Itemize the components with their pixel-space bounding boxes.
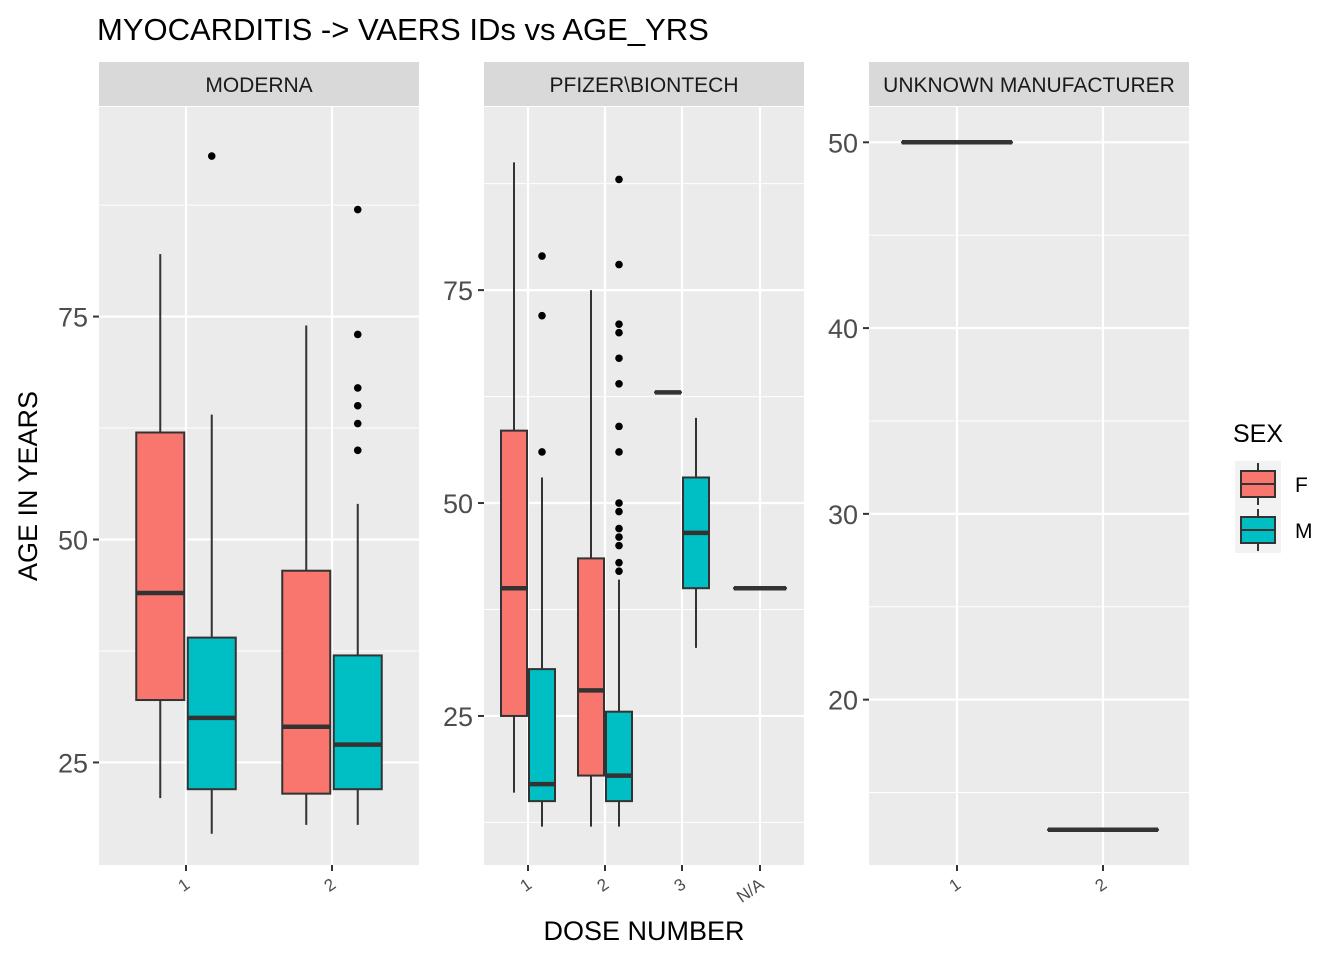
outlier-point: [615, 175, 623, 184]
box-iqr: [605, 710, 633, 803]
x-tick-label: 2: [1092, 875, 1111, 896]
outlier-point: [353, 384, 362, 392]
outlier-point: [615, 422, 623, 431]
box-F: [577, 290, 605, 827]
chart-title: MYOCARDITIS -> VAERS IDs vs AGE_YRS: [97, 12, 709, 47]
x-tick-label: 1: [946, 875, 965, 896]
facet-panel: MODERNA 25 50 75 1 2: [58, 62, 419, 896]
box-iqr: [528, 668, 556, 803]
box-M: [605, 175, 633, 827]
outlier-point: [353, 446, 362, 455]
outlier-point: [538, 252, 546, 260]
x-axis-title: DOSE NUMBER: [543, 916, 744, 946]
facet-panel: PFIZER\BIONTECH 25 50 75 1 2 3 N/A: [443, 62, 804, 907]
legend-title: SEX: [1233, 420, 1283, 448]
y-axis-title: AGE IN YEARS: [13, 391, 43, 581]
outlier-point: [353, 205, 362, 214]
facet-strip-label: MODERNA: [205, 74, 312, 97]
box-iqr: [332, 654, 383, 791]
y-tick-label: 20: [828, 686, 858, 716]
y-tick-label: 40: [828, 314, 858, 344]
box-M: [528, 252, 556, 827]
legend-key-M: M: [1235, 507, 1313, 553]
outlier-point: [353, 330, 362, 339]
outlier-point: [615, 524, 623, 533]
legend-label: M: [1295, 520, 1313, 543]
x-tick-label: 3: [671, 875, 690, 896]
y-tick-label: 25: [443, 702, 473, 732]
y-tick-label: 75: [58, 303, 88, 333]
outlier-point: [615, 533, 623, 541]
facet-strip: [484, 62, 804, 106]
x-tick-label: 2: [594, 875, 613, 896]
y-tick-label: 30: [828, 500, 858, 530]
y-tick-label: 50: [828, 128, 858, 158]
outlier-point: [615, 328, 623, 337]
panel-background: [869, 107, 1189, 865]
box-iqr: [186, 636, 237, 791]
box-iqr: [577, 557, 605, 777]
facet-strip: [99, 62, 419, 106]
outlier-point: [615, 499, 623, 507]
legend: SEX FM: [1233, 420, 1313, 553]
x-tick-label: N/A: [733, 874, 768, 906]
outlier-point: [353, 401, 362, 410]
outlier-point: [615, 448, 623, 456]
x-tick-label: 1: [175, 875, 194, 896]
legend-key-F: F: [1235, 461, 1308, 507]
box-iqr: [281, 569, 332, 795]
box-M: [682, 417, 710, 648]
y-tick-label: 50: [58, 526, 88, 556]
facet-strip: [869, 62, 1189, 106]
box-M: [186, 152, 237, 834]
outlier-point: [538, 448, 546, 456]
outlier-point: [615, 260, 623, 269]
box-F: [281, 325, 332, 825]
y-tick-label: 75: [443, 276, 473, 306]
outlier-point: [615, 354, 623, 363]
facet-panels: MODERNA 25 50 75 1 2 PFIZER\BIONTECH 25 50 75 1 2 3 N…: [58, 62, 1189, 907]
box-iqr: [135, 431, 186, 702]
outlier-point: [615, 541, 623, 550]
y-tick-label: 25: [58, 748, 88, 778]
box-F: [135, 254, 186, 799]
legend-label: F: [1295, 474, 1308, 497]
y-tick-label: 50: [443, 489, 473, 519]
facet-strip-label: PFIZER\BIONTECH: [549, 74, 738, 97]
outlier-point: [615, 567, 623, 575]
outlier-point: [207, 152, 216, 160]
facet-strip-label: UNKNOWN MANUFACTURER: [883, 74, 1175, 97]
facet-panel: UNKNOWN MANUFACTURER 20 30 40 50 1 2: [828, 62, 1189, 896]
outlier-point: [615, 558, 623, 567]
x-tick-label: 1: [517, 875, 536, 896]
box-M: [332, 205, 383, 825]
box-iqr: [500, 429, 528, 717]
box-F: [500, 162, 528, 793]
outlier-point: [615, 507, 623, 516]
outlier-point: [615, 320, 623, 328]
x-tick-label: 2: [321, 875, 340, 896]
outlier-point: [353, 419, 362, 428]
outlier-point: [538, 311, 546, 320]
outlier-point: [615, 379, 623, 388]
